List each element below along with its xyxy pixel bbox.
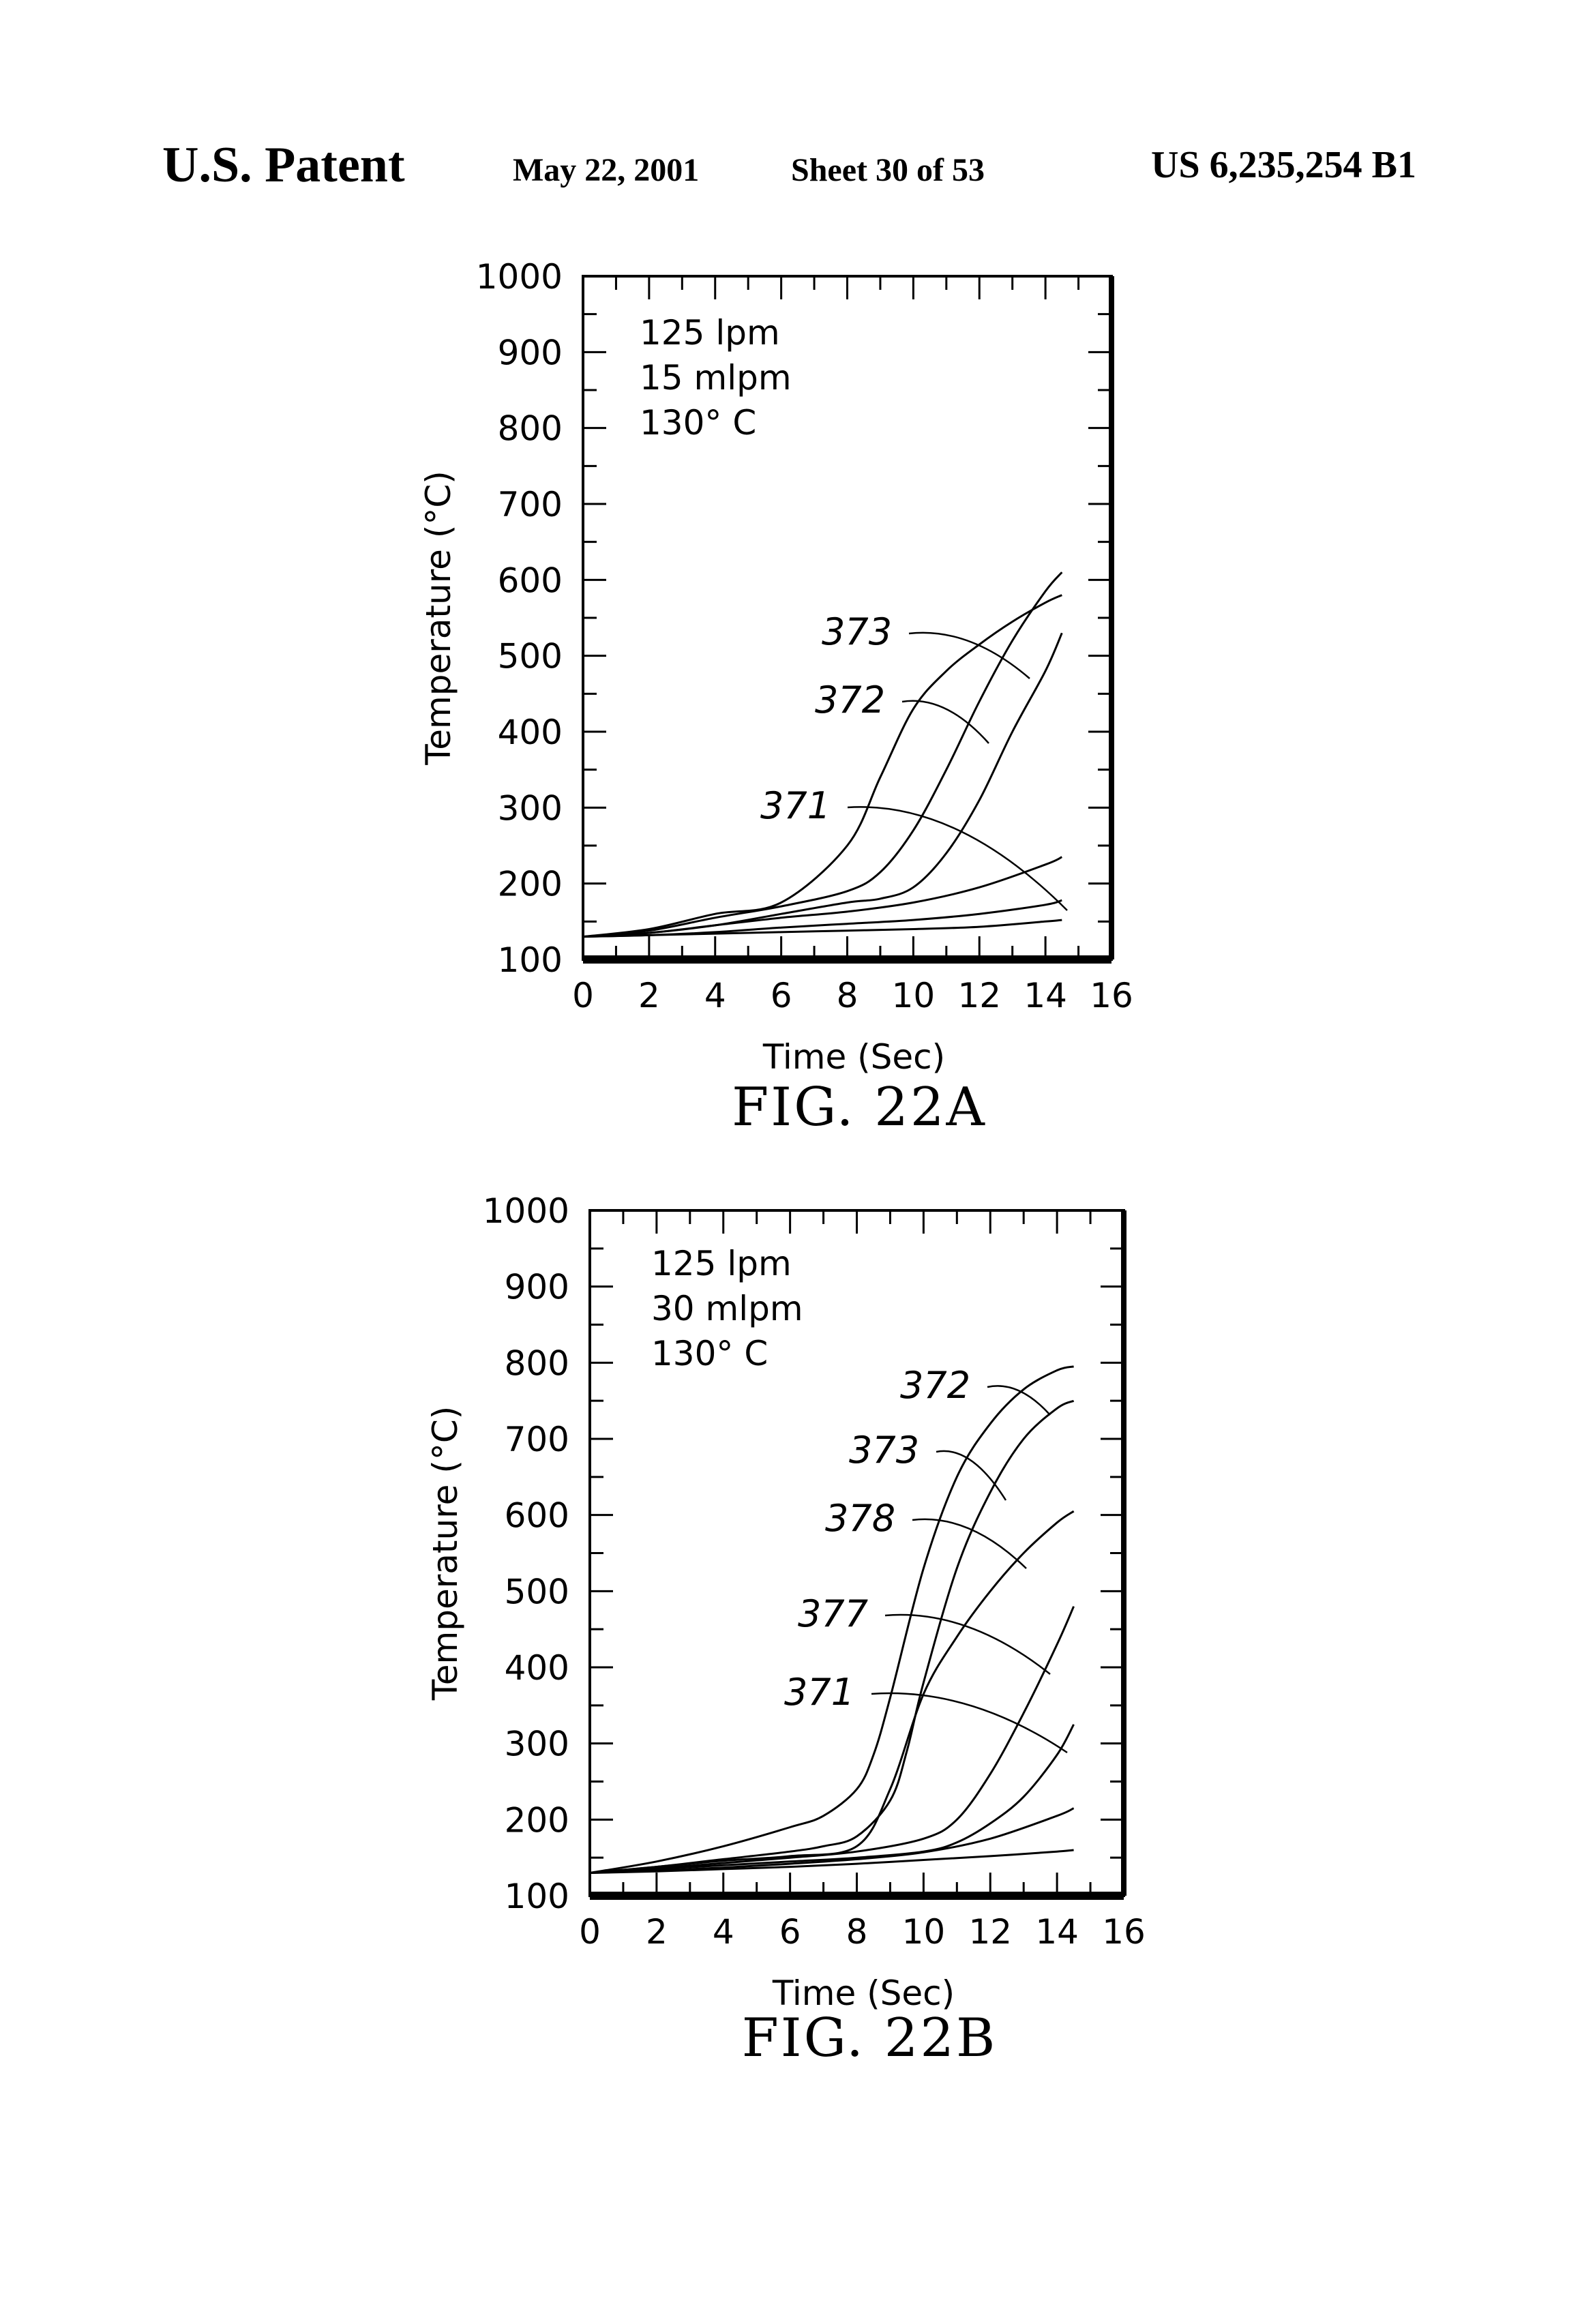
y-axis-title: Temperature (°C)	[419, 471, 458, 766]
temperature-curve	[590, 1725, 1074, 1873]
leader-line	[909, 633, 1030, 679]
y-tick-label: 200	[498, 865, 563, 904]
y-tick-label: 100	[498, 940, 563, 980]
leader-line	[912, 1519, 1026, 1568]
y-tick-label: 600	[505, 1496, 569, 1536]
y-tick-label: 900	[498, 333, 563, 372]
y-tick-label: 500	[498, 637, 563, 676]
chart-2: 0 2 4 6 8 10 12 14 16 100 200 300 400 500 600 700 800 900…	[426, 1191, 1146, 2069]
x-tick-label: 6	[779, 1912, 801, 1952]
x-tick-label: 8	[846, 1912, 868, 1952]
figure-label: FIG. 22B	[742, 2008, 998, 2069]
leader-line	[936, 1451, 1006, 1500]
condition-annotation: 130° C	[651, 1334, 768, 1373]
x-tick-label: 16	[1102, 1912, 1146, 1952]
x-tick-label: 12	[968, 1912, 1012, 1952]
y-tick-label: 400	[505, 1648, 569, 1688]
curve-reference-label: 373	[849, 1429, 919, 1472]
curve-reference-label: 372	[900, 1364, 970, 1407]
y-tick-label: 900	[505, 1268, 569, 1307]
temperature-curve	[590, 1401, 1074, 1873]
y-tick-label: 700	[505, 1420, 569, 1459]
x-tick-label: 4	[704, 976, 726, 1015]
y-tick-label: 600	[498, 561, 563, 600]
x-tick-label: 14	[1024, 976, 1067, 1015]
y-tick-label: 400	[498, 713, 563, 752]
x-tick-label: 8	[837, 976, 859, 1015]
y-tick-label: 300	[505, 1725, 569, 1764]
y-axis-title: Temperature (°C)	[426, 1406, 465, 1701]
x-tick-label: 0	[579, 1912, 601, 1952]
y-tick-label: 500	[505, 1572, 569, 1611]
condition-annotation: 15 mlpm	[640, 358, 792, 398]
x-axis-title: Time (Sec)	[762, 1037, 945, 1077]
y-tick-label: 1000	[476, 257, 563, 297]
x-tick-label: 2	[638, 976, 660, 1015]
condition-annotation: 30 mlpm	[651, 1289, 803, 1328]
curve-reference-label: 378	[825, 1497, 895, 1540]
y-tick-label: 1000	[483, 1191, 569, 1231]
condition-annotation: 125 lpm	[640, 313, 780, 353]
leader-line	[987, 1386, 1050, 1415]
x-tick-label: 14	[1035, 1912, 1079, 1952]
x-tick-label: 6	[771, 976, 792, 1015]
curve-reference-label: 371	[760, 784, 831, 827]
x-tick-label: 16	[1090, 976, 1133, 1015]
figure-label: FIG. 22A	[732, 1077, 987, 1138]
y-tick-label: 800	[498, 409, 563, 449]
condition-annotation: 125 lpm	[651, 1244, 792, 1283]
y-tick-label: 300	[498, 788, 563, 828]
y-tick-label: 800	[505, 1343, 569, 1383]
leader-line	[885, 1615, 1050, 1674]
x-tick-label: 10	[902, 1912, 946, 1952]
leader-line	[848, 807, 1067, 910]
x-tick-label: 10	[892, 976, 936, 1015]
x-tick-label: 2	[646, 1912, 668, 1952]
chart-1: 0 2 4 6 8 10 12 14 16 100 200 300 400 500 600 700 800 900…	[419, 257, 1133, 1138]
y-tick-label: 700	[498, 485, 563, 524]
x-tick-label: 12	[957, 976, 1001, 1015]
curve-reference-label: 371	[784, 1671, 854, 1714]
temperature-curve	[590, 1808, 1074, 1873]
temperature-curve	[590, 1607, 1074, 1873]
leader-line	[871, 1693, 1067, 1753]
curve-reference-label: 373	[822, 610, 892, 653]
curve-reference-label: 372	[815, 679, 885, 721]
y-tick-label: 200	[505, 1800, 569, 1840]
condition-annotation: 130° C	[640, 403, 756, 443]
curve-reference-label: 377	[798, 1592, 868, 1635]
x-tick-label: 0	[572, 976, 594, 1015]
x-tick-label: 4	[713, 1912, 734, 1952]
y-tick-label: 100	[505, 1877, 569, 1916]
